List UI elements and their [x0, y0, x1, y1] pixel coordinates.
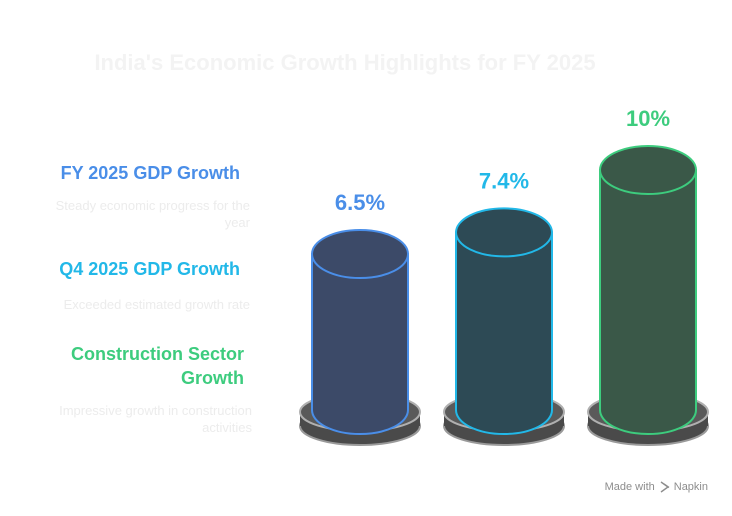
cylinder-body-2	[599, 169, 697, 435]
made-with-text: Made with	[604, 481, 655, 493]
label-q4-gdp: Q4 2025 GDP Growth	[59, 259, 240, 279]
cylinder-top-0	[311, 229, 409, 279]
cylinder-top-1	[455, 207, 553, 258]
label-construction: Construction Sector Growth	[70, 344, 244, 388]
footer: Made with Napkin	[605, 481, 708, 493]
cylinder-top-2	[599, 145, 697, 195]
chart-title: India's Economic Growth Highlights for F…	[94, 50, 596, 75]
value-label-1: 7.4%	[479, 168, 529, 193]
value-label-0: 6.5%	[335, 190, 385, 215]
desc-fy-gdp: Steady economic progress for the year	[55, 198, 250, 230]
napkin-brand: Napkin	[673, 481, 708, 493]
value-label-2: 10%	[626, 106, 670, 131]
desc-construction: Impressive growth in construction activi…	[59, 403, 252, 435]
label-fy-gdp: FY 2025 GDP Growth	[60, 163, 240, 183]
cylinder-body-0	[311, 253, 409, 435]
napkin-icon	[660, 481, 670, 493]
desc-q4-gdp: Exceeded estimated growth rate	[63, 297, 250, 312]
cylinder-body-1	[455, 231, 553, 435]
